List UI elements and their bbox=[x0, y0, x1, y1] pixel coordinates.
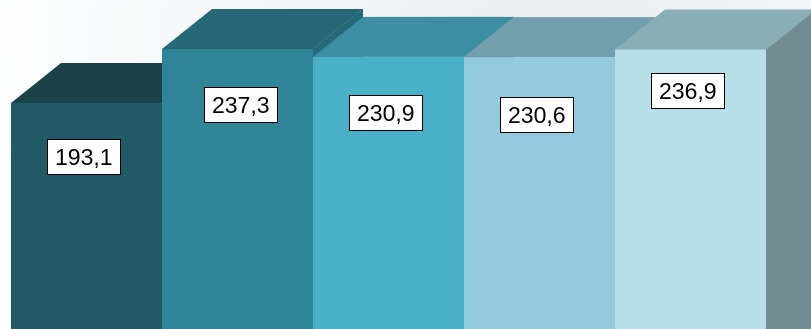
data-label-4: 230,6 bbox=[500, 97, 574, 134]
data-label-5: 236,9 bbox=[651, 73, 725, 110]
bar-top-2 bbox=[162, 9, 363, 49]
bar-top-4 bbox=[464, 17, 665, 58]
bar-top-3 bbox=[313, 16, 514, 57]
bar-side-5 bbox=[766, 13, 811, 329]
data-label-1: 193,1 bbox=[47, 139, 121, 175]
data-label-3: 230,9 bbox=[349, 94, 423, 131]
bar-top-1 bbox=[11, 63, 212, 103]
bar-1 bbox=[11, 103, 162, 329]
data-label-2: 237,3 bbox=[204, 87, 278, 123]
bar-top-5 bbox=[615, 9, 811, 50]
